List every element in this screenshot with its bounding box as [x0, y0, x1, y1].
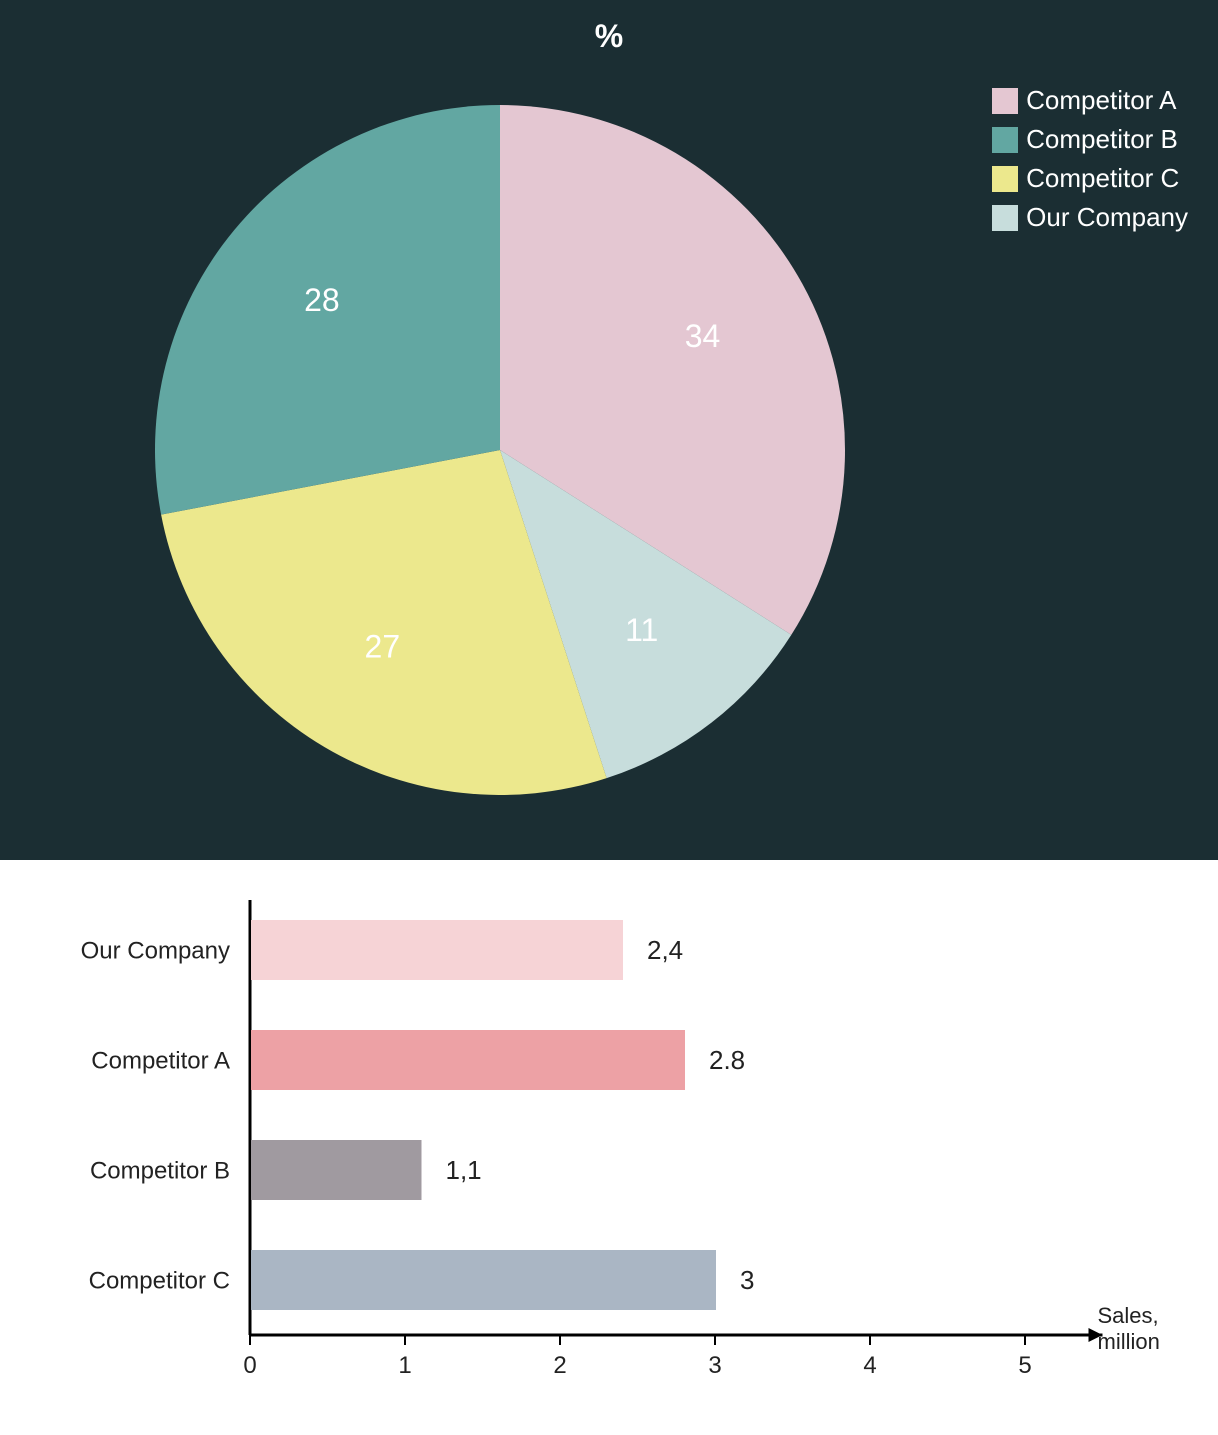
bar-2	[251, 1140, 422, 1200]
pie-legend: Competitor A Competitor B Competitor C Our …	[992, 85, 1188, 241]
bar-chart-svg: Our Company 2,4 Competitor A 2.8 Competitor …	[60, 890, 1160, 1395]
bar-value-label-1: 2.8	[709, 1045, 745, 1075]
bar-3	[251, 1250, 716, 1310]
x-tick-label-5: 5	[1018, 1352, 1031, 1379]
bar-1	[251, 1030, 685, 1090]
legend-swatch-3	[992, 205, 1018, 231]
bar-value-label-2: 1,1	[446, 1155, 482, 1185]
bar-value-label-0: 2,4	[647, 935, 683, 965]
legend-item-3: Our Company	[992, 202, 1188, 233]
bar-category-label-0: Our Company	[81, 937, 230, 964]
legend-label-1: Competitor B	[1026, 124, 1178, 155]
legend-label-3: Our Company	[1026, 202, 1188, 233]
x-tick-label-1: 1	[398, 1352, 411, 1379]
legend-item-1: Competitor B	[992, 124, 1188, 155]
x-axis-title-line2: million	[1098, 1329, 1160, 1354]
legend-item-0: Competitor A	[992, 85, 1188, 116]
x-tick-label-3: 3	[708, 1352, 721, 1379]
pie-slice-label-3: 28	[304, 282, 340, 318]
bar-value-label-3: 3	[740, 1265, 754, 1295]
bar-chart-panel: Our Company 2,4 Competitor A 2.8 Competitor …	[0, 860, 1218, 1435]
legend-label-0: Competitor A	[1026, 85, 1176, 116]
legend-swatch-1	[992, 127, 1018, 153]
pie-slice-label-0: 34	[685, 318, 721, 354]
bar-category-label-3: Competitor C	[89, 1267, 230, 1294]
legend-swatch-2	[992, 166, 1018, 192]
pie-slice-label-1: 11	[625, 612, 658, 648]
legend-swatch-0	[992, 88, 1018, 114]
x-tick-label-2: 2	[553, 1352, 566, 1379]
pie-chart-panel: % 34112728 Competitor ACompetitor BCompe…	[0, 0, 1218, 860]
x-axis-title-line1: Sales, $	[1098, 1303, 1161, 1328]
bar-category-label-1: Competitor A	[91, 1047, 230, 1074]
x-tick-label-0: 0	[243, 1352, 256, 1379]
legend-item-2: Competitor C	[992, 163, 1188, 194]
bar-0	[251, 920, 623, 980]
legend-label-2: Competitor C	[1026, 163, 1179, 194]
pie-slice-label-2: 27	[365, 628, 401, 664]
x-tick-label-4: 4	[863, 1352, 876, 1379]
bar-category-label-2: Competitor B	[90, 1157, 230, 1184]
